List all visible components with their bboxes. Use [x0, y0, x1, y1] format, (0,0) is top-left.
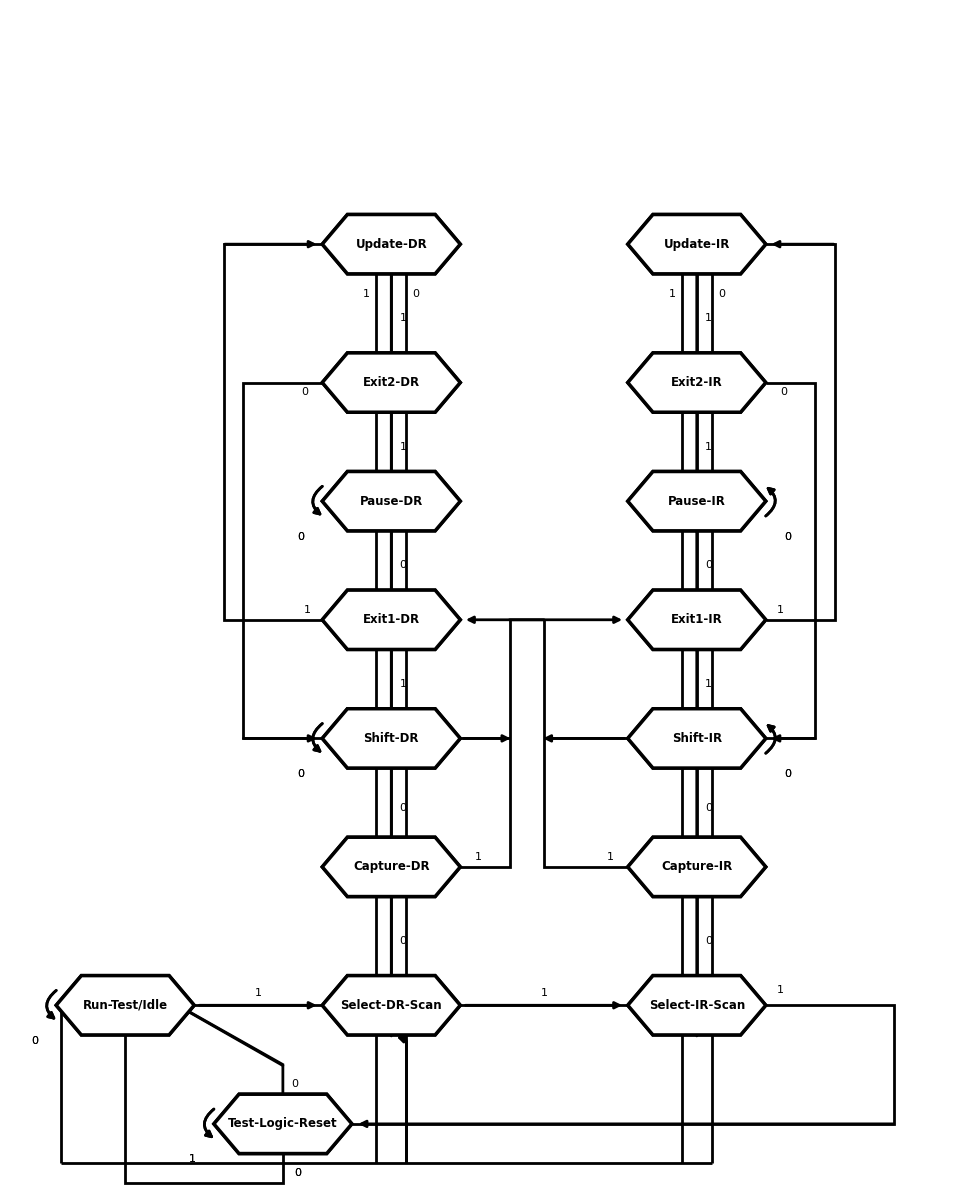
Text: 1: 1 [188, 1154, 196, 1165]
Text: Run-Test/Idle: Run-Test/Idle [82, 999, 167, 1012]
Text: Capture-DR: Capture-DR [353, 861, 429, 874]
Polygon shape [322, 471, 460, 531]
Text: Pause-IR: Pause-IR [668, 495, 726, 507]
Polygon shape [628, 353, 766, 412]
Text: Exit1-IR: Exit1-IR [671, 613, 723, 626]
Text: 0: 0 [294, 1168, 301, 1178]
Text: Exit2-DR: Exit2-DR [362, 376, 420, 389]
Text: 0: 0 [706, 560, 712, 571]
Polygon shape [628, 353, 766, 412]
Text: 1: 1 [254, 988, 262, 999]
Text: 0: 0 [301, 387, 308, 398]
Text: 0: 0 [297, 531, 304, 542]
Text: 1: 1 [706, 679, 712, 689]
Polygon shape [322, 590, 460, 649]
Text: 0: 0 [294, 1168, 301, 1178]
Polygon shape [628, 976, 766, 1035]
Text: 0: 0 [706, 803, 712, 813]
Text: 0: 0 [784, 769, 791, 779]
Text: 0: 0 [706, 936, 712, 946]
Polygon shape [322, 471, 460, 531]
Polygon shape [628, 838, 766, 897]
Polygon shape [214, 1094, 352, 1154]
Text: 1: 1 [188, 1154, 196, 1165]
Polygon shape [322, 214, 460, 274]
Polygon shape [214, 1094, 352, 1154]
Text: Select-DR-Scan: Select-DR-Scan [340, 999, 442, 1012]
Text: Capture-IR: Capture-IR [662, 861, 732, 874]
Text: 1: 1 [706, 314, 712, 323]
Text: Shift-DR: Shift-DR [363, 732, 419, 745]
Text: 1: 1 [400, 442, 406, 452]
Text: Exit2-IR: Exit2-IR [671, 376, 723, 389]
Polygon shape [322, 353, 460, 412]
Text: Shift-IR: Shift-IR [672, 732, 722, 745]
Text: 0: 0 [297, 769, 304, 779]
Text: 1: 1 [777, 605, 784, 615]
Text: 0: 0 [784, 531, 791, 542]
Text: 0: 0 [31, 1036, 38, 1046]
Polygon shape [628, 709, 766, 768]
Text: 0: 0 [292, 1079, 298, 1089]
Polygon shape [628, 214, 766, 274]
Text: 1: 1 [540, 988, 548, 999]
Text: 0: 0 [31, 1036, 38, 1046]
Text: 0: 0 [784, 769, 791, 779]
Polygon shape [322, 838, 460, 897]
Polygon shape [628, 471, 766, 531]
Text: 1: 1 [706, 442, 712, 452]
Polygon shape [322, 214, 460, 274]
Text: 1: 1 [668, 288, 676, 298]
Polygon shape [628, 590, 766, 649]
Text: 1: 1 [363, 288, 370, 298]
Polygon shape [628, 838, 766, 897]
Text: 0: 0 [784, 531, 791, 542]
Text: 0: 0 [780, 387, 787, 398]
Text: Test-Logic-Reset: Test-Logic-Reset [228, 1118, 337, 1130]
Text: 1: 1 [400, 314, 406, 323]
Text: 0: 0 [400, 936, 406, 946]
Polygon shape [322, 709, 460, 768]
Polygon shape [322, 590, 460, 649]
Text: Update-IR: Update-IR [663, 238, 730, 251]
Polygon shape [628, 709, 766, 768]
Text: 1: 1 [304, 605, 311, 615]
Text: Pause-DR: Pause-DR [359, 495, 423, 507]
Text: Select-IR-Scan: Select-IR-Scan [649, 999, 745, 1012]
Text: 0: 0 [400, 803, 406, 813]
Text: 0: 0 [297, 769, 304, 779]
Polygon shape [628, 976, 766, 1035]
Polygon shape [322, 976, 460, 1035]
Text: 0: 0 [718, 288, 725, 298]
Text: Exit1-DR: Exit1-DR [362, 613, 420, 626]
Polygon shape [56, 976, 194, 1035]
Polygon shape [322, 353, 460, 412]
Polygon shape [322, 838, 460, 897]
Polygon shape [628, 590, 766, 649]
Polygon shape [56, 976, 194, 1035]
Polygon shape [628, 214, 766, 274]
Text: 0: 0 [412, 288, 420, 298]
Text: 0: 0 [400, 560, 406, 571]
Polygon shape [322, 976, 460, 1035]
Text: 1: 1 [606, 852, 614, 862]
Text: 1: 1 [474, 852, 482, 862]
Polygon shape [322, 709, 460, 768]
Text: 0: 0 [297, 531, 304, 542]
Text: 1: 1 [400, 679, 406, 689]
Polygon shape [628, 471, 766, 531]
Text: Update-DR: Update-DR [356, 238, 427, 251]
Text: 1: 1 [777, 986, 784, 995]
